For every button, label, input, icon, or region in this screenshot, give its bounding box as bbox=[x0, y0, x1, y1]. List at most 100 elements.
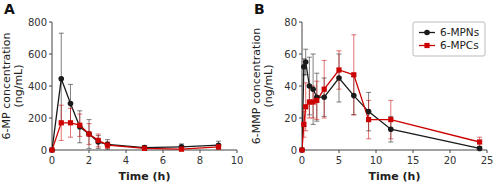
error-cap bbox=[322, 118, 327, 119]
data-point bbox=[142, 146, 147, 151]
y-tick-label: 200 bbox=[28, 113, 47, 124]
plot-area bbox=[52, 33, 221, 150]
error-bar bbox=[87, 120, 92, 149]
data-point bbox=[336, 75, 342, 81]
x-tick-label: 10 bbox=[231, 155, 244, 166]
error-bar bbox=[59, 105, 64, 140]
legend-label: 6-MPCs bbox=[440, 39, 479, 51]
error-bar bbox=[77, 111, 82, 143]
y-tick-label: 0 bbox=[41, 145, 47, 156]
error-cap bbox=[337, 50, 342, 51]
y-tick-label: 800 bbox=[28, 17, 47, 28]
error-cap bbox=[105, 139, 110, 140]
data-point bbox=[336, 67, 341, 72]
data-point bbox=[49, 147, 55, 153]
error-cap bbox=[77, 110, 82, 111]
y-axis-label: 6-MMP concentration(ng/mL) bbox=[250, 28, 275, 144]
data-point bbox=[299, 147, 305, 153]
x-tick bbox=[376, 150, 377, 153]
x-tick-label: 2 bbox=[86, 155, 92, 166]
error-cap bbox=[314, 119, 319, 120]
y-tick bbox=[299, 86, 302, 87]
error-bar bbox=[366, 100, 371, 138]
error-cap bbox=[337, 102, 342, 103]
error-cap bbox=[77, 142, 82, 143]
x-axis-label: Time (h) bbox=[119, 170, 171, 183]
error-bar bbox=[351, 35, 356, 115]
error-cap bbox=[322, 60, 327, 61]
y-tick-label: 20 bbox=[284, 113, 297, 124]
data-point bbox=[86, 131, 92, 137]
error-cap bbox=[216, 141, 221, 142]
error-bar bbox=[477, 137, 482, 147]
data-point bbox=[477, 139, 482, 144]
data-point bbox=[351, 72, 356, 77]
x-tick-label: 10 bbox=[370, 155, 383, 166]
error-cap bbox=[388, 100, 393, 101]
x-tick-label: 0 bbox=[299, 155, 305, 166]
error-cap bbox=[351, 114, 356, 115]
error-bar bbox=[322, 60, 327, 118]
x-tick-label: 6 bbox=[160, 155, 166, 166]
panel-label: B bbox=[254, 1, 265, 17]
error-cap bbox=[307, 57, 312, 58]
data-point bbox=[314, 98, 319, 103]
y-tick bbox=[49, 22, 52, 23]
error-cap bbox=[351, 114, 356, 115]
error-cap bbox=[59, 140, 64, 141]
data-point bbox=[105, 142, 111, 148]
series-line bbox=[302, 62, 480, 150]
panel: 0204060800510152025Time (h)6-MMP concent… bbox=[250, 1, 493, 183]
y-axis-label-line: (ng/mL) bbox=[262, 64, 275, 107]
error-cap bbox=[314, 73, 319, 74]
data-point bbox=[366, 117, 371, 122]
error-cap bbox=[388, 142, 393, 143]
x-tick bbox=[450, 150, 451, 153]
x-tick-label: 4 bbox=[123, 155, 129, 166]
data-point bbox=[68, 120, 73, 125]
error-bar bbox=[388, 100, 393, 138]
x-tick bbox=[200, 150, 201, 153]
error-bar bbox=[96, 134, 101, 147]
y-tick-label: 600 bbox=[28, 49, 47, 60]
error-bar bbox=[216, 141, 221, 149]
data-point bbox=[49, 147, 54, 152]
data-point bbox=[68, 101, 74, 107]
error-cap bbox=[59, 33, 64, 34]
error-cap bbox=[311, 124, 316, 125]
error-cap bbox=[77, 114, 82, 115]
error-cap bbox=[366, 138, 371, 139]
data-point bbox=[303, 104, 308, 109]
legend-swatch bbox=[424, 30, 430, 36]
error-bar bbox=[314, 73, 319, 121]
x-tick-label: 8 bbox=[197, 155, 203, 166]
y-tick bbox=[299, 118, 302, 119]
error-cap bbox=[303, 49, 308, 50]
x-tick bbox=[487, 150, 488, 153]
error-cap bbox=[87, 144, 92, 145]
error-bar bbox=[337, 51, 342, 89]
y-tick-label: 400 bbox=[28, 81, 47, 92]
x-tick bbox=[163, 150, 164, 153]
legend: 6-MPNs6-MPCs bbox=[413, 22, 485, 56]
y-tick-label: 40 bbox=[284, 81, 297, 92]
series-line bbox=[52, 79, 219, 150]
data-point bbox=[96, 138, 101, 143]
y-tick-label: 80 bbox=[284, 17, 297, 28]
data-point bbox=[388, 117, 393, 122]
data-point bbox=[77, 123, 82, 128]
y-axis-label: 6-MP concentration(ng/mL) bbox=[0, 33, 25, 140]
x-tick-label: 5 bbox=[336, 155, 342, 166]
x-tick-label: 0 bbox=[49, 155, 55, 166]
series-line bbox=[52, 123, 219, 150]
y-tick bbox=[299, 54, 302, 55]
legend-box bbox=[413, 22, 485, 56]
error-cap bbox=[366, 92, 371, 93]
error-cap bbox=[337, 89, 342, 90]
data-point bbox=[310, 86, 316, 92]
data-point bbox=[351, 93, 357, 99]
data-point bbox=[86, 131, 91, 136]
data-point bbox=[477, 146, 483, 152]
y-tick-label: 0 bbox=[291, 145, 297, 156]
error-cap bbox=[87, 148, 92, 149]
